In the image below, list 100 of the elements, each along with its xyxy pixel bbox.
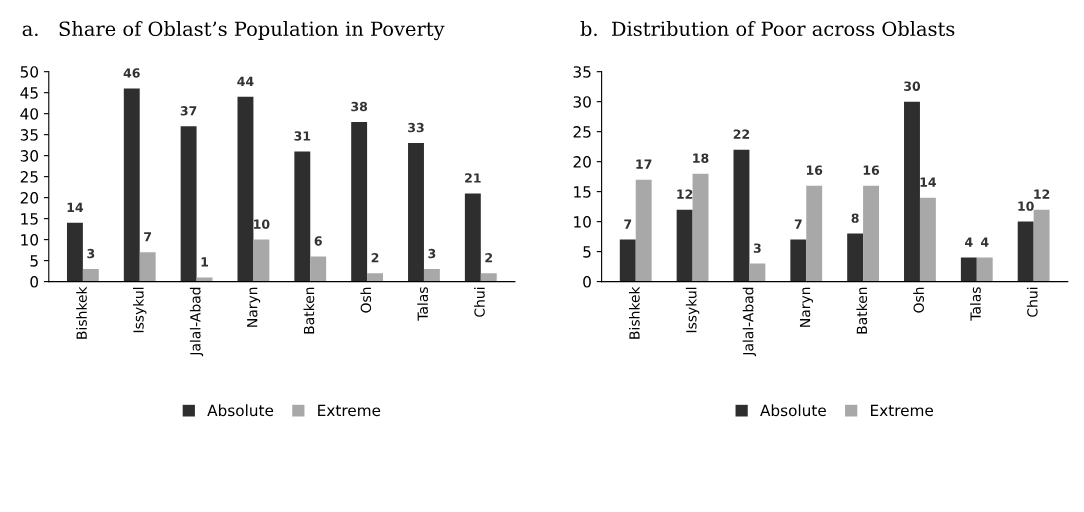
legend-label: Extreme bbox=[871, 404, 934, 417]
y-tick-label: 25 bbox=[573, 126, 591, 138]
x-tick-label: Naryn bbox=[799, 287, 813, 327]
y-tick-label: 20 bbox=[573, 156, 591, 168]
bar bbox=[180, 126, 197, 282]
bar bbox=[294, 151, 311, 282]
y-tick-label: 50 bbox=[20, 66, 39, 78]
y-tick-label: 30 bbox=[20, 150, 39, 162]
data-label: 10 bbox=[254, 219, 270, 229]
bar bbox=[619, 239, 636, 282]
data-label: 4 bbox=[965, 237, 973, 247]
bar bbox=[139, 252, 156, 282]
data-label: 22 bbox=[733, 129, 750, 139]
bar bbox=[960, 257, 977, 282]
bar bbox=[1017, 221, 1034, 282]
bar bbox=[464, 193, 481, 282]
bar bbox=[749, 263, 766, 282]
data-label: 3 bbox=[428, 248, 436, 259]
y-tick-label: 10 bbox=[21, 234, 39, 246]
chart-title: a. Share of Oblast’s Population in Poverty bbox=[22, 21, 445, 41]
chart-title: b. Distribution of Poor across Oblasts bbox=[580, 21, 955, 37]
y-tick-label: 0 bbox=[30, 276, 39, 288]
data-label: 18 bbox=[693, 153, 709, 163]
y-tick-label: 5 bbox=[30, 255, 38, 267]
x-tick-label: Chui bbox=[1026, 287, 1038, 317]
x-tick-label: Talas bbox=[417, 287, 428, 321]
legend-label: Absolute bbox=[207, 404, 274, 417]
x-tick-label: Jalal-Abad bbox=[742, 287, 757, 357]
bar bbox=[310, 256, 327, 282]
data-label: 3 bbox=[753, 243, 761, 253]
data-label: 10 bbox=[1018, 201, 1034, 211]
x-tick-label: Talas bbox=[970, 287, 981, 321]
bar bbox=[904, 101, 920, 282]
bar bbox=[408, 143, 424, 282]
bar bbox=[423, 269, 440, 282]
data-label: 33 bbox=[408, 122, 424, 133]
y-tick-label: 0 bbox=[583, 276, 591, 288]
data-label: 4 bbox=[980, 237, 989, 247]
data-label: 46 bbox=[123, 68, 140, 78]
data-label: 7 bbox=[794, 219, 802, 229]
data-label: 37 bbox=[180, 106, 197, 116]
data-label: 7 bbox=[144, 232, 152, 242]
x-tick-label: Issykul bbox=[133, 287, 147, 333]
y-tick-label: 30 bbox=[573, 96, 591, 108]
bar bbox=[82, 269, 99, 282]
x-tick-label: Batken bbox=[856, 287, 868, 334]
data-label: 3 bbox=[87, 248, 95, 259]
legend-label: Extreme bbox=[318, 404, 381, 417]
bar bbox=[351, 122, 368, 282]
data-label: 2 bbox=[485, 252, 493, 263]
y-tick-label: 45 bbox=[20, 87, 38, 99]
data-label: 17 bbox=[636, 159, 652, 169]
bar bbox=[237, 96, 254, 282]
data-label: 16 bbox=[863, 165, 880, 175]
data-label: 12 bbox=[677, 189, 693, 199]
x-tick-label: Osh bbox=[360, 287, 372, 313]
bar bbox=[1033, 209, 1050, 282]
x-tick-label: Bishkek bbox=[629, 286, 640, 339]
y-tick-label: 5 bbox=[583, 246, 591, 258]
y-tick-label: 15 bbox=[574, 186, 591, 198]
bar bbox=[790, 239, 807, 282]
data-label: 16 bbox=[806, 165, 823, 175]
bar bbox=[253, 239, 270, 282]
bar bbox=[806, 185, 823, 282]
data-label: 14 bbox=[920, 177, 937, 187]
bar bbox=[733, 149, 750, 282]
y-tick-label: 10 bbox=[574, 216, 591, 228]
data-label: 2 bbox=[371, 252, 379, 263]
y-tick-label: 15 bbox=[21, 213, 38, 225]
bar bbox=[847, 233, 864, 282]
x-tick-label: Osh bbox=[913, 287, 924, 313]
bar bbox=[635, 179, 652, 282]
bar bbox=[196, 277, 213, 282]
data-label: 12 bbox=[1034, 189, 1050, 199]
y-tick-label: 35 bbox=[573, 66, 591, 78]
data-label: 6 bbox=[314, 236, 322, 246]
data-label: 8 bbox=[851, 213, 859, 223]
bar bbox=[367, 273, 384, 282]
bar bbox=[123, 88, 140, 282]
bar bbox=[863, 185, 880, 282]
y-tick-label: 40 bbox=[20, 108, 39, 120]
data-label: 30 bbox=[904, 81, 921, 91]
y-tick-label: 35 bbox=[20, 129, 38, 141]
bar bbox=[919, 197, 936, 282]
bar bbox=[480, 273, 497, 282]
data-label: 38 bbox=[351, 101, 368, 112]
y-tick-label: 25 bbox=[20, 171, 38, 183]
legend-label: Absolute bbox=[760, 404, 826, 417]
data-label: 1 bbox=[201, 257, 209, 267]
data-label: 7 bbox=[624, 219, 632, 229]
data-label: 14 bbox=[67, 202, 84, 212]
x-tick-label: Bishkek bbox=[76, 286, 87, 339]
x-tick-label: Chui bbox=[474, 287, 485, 317]
x-tick-label: Issykul bbox=[685, 287, 700, 333]
bar bbox=[692, 173, 709, 282]
bar bbox=[66, 222, 83, 282]
x-tick-label: Batken bbox=[303, 287, 315, 334]
x-tick-label: Naryn bbox=[247, 287, 261, 327]
data-label: 21 bbox=[465, 173, 481, 183]
bar bbox=[676, 209, 693, 282]
